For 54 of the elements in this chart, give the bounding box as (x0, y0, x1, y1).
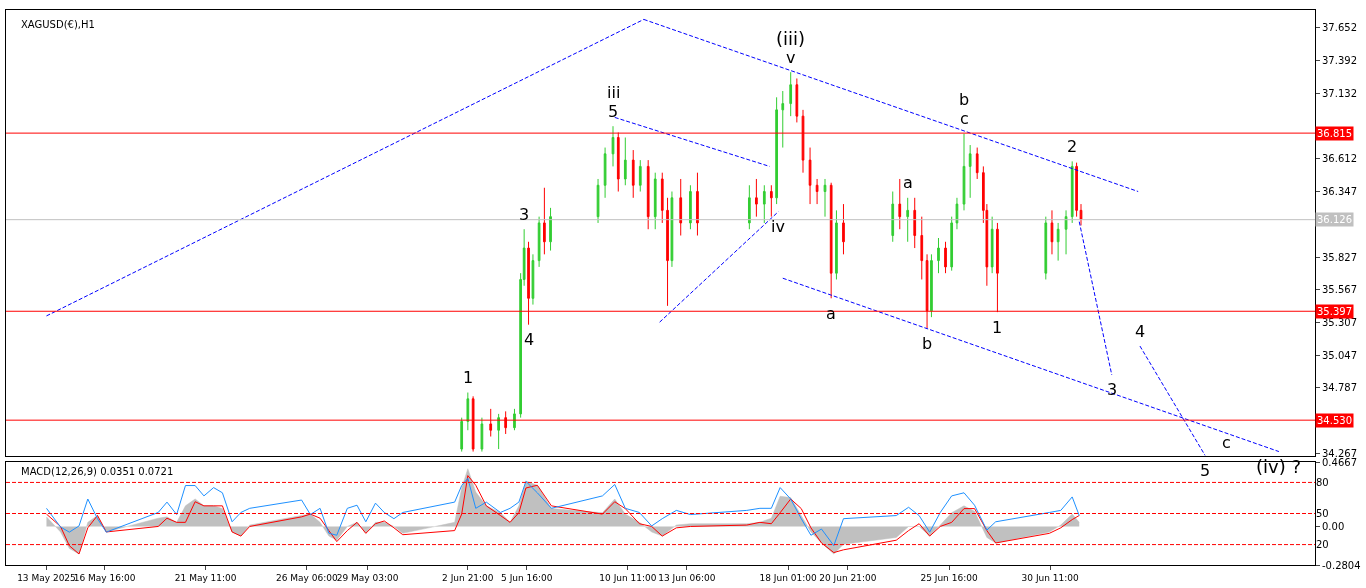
x-tick-label: 30 Jun 11:00 (1021, 572, 1080, 583)
annotation: iv (771, 217, 785, 236)
annotation: b (922, 334, 933, 353)
y-tick-label: 35.047 (1322, 349, 1357, 361)
annotation: 1 (992, 318, 1003, 337)
y-tick-label: 35.567 (1322, 284, 1357, 296)
y-tick-label: 0.00 (1322, 520, 1345, 532)
y-tick-label: 34.787 (1322, 382, 1357, 394)
annotation: 3 (519, 205, 530, 224)
x-tick-label: 10 Jun 11:00 (599, 572, 657, 583)
y-tick-label: 34.267 (1322, 447, 1357, 459)
x-tick-label: 5 Jun 16:00 (501, 572, 553, 583)
x-tick-label: 25 Jun 16:00 (920, 572, 978, 583)
ref-line-label: 35.397 (1317, 306, 1352, 317)
chart-title: MACD(12,26,9) 0.0351 0.0721 (21, 466, 174, 477)
annotation: b (959, 90, 970, 109)
annotation: 5 (1200, 461, 1211, 480)
annotation: 5 (608, 102, 619, 121)
annotation: 2 (1067, 137, 1078, 156)
x-tick-label: 18 Jun 01:00 (759, 572, 817, 583)
ref-line-label: 36.126 (1317, 214, 1352, 225)
y2-tick-label: 80 (1316, 476, 1329, 488)
x-tick-label: 20 Jun 21:00 (819, 572, 877, 583)
y-tick-label: 0.4667 (1322, 456, 1357, 468)
text: XAGUSD(€),H1 (21, 19, 95, 30)
annotation: iii (607, 83, 621, 102)
y-tick-label: 36.612 (1322, 153, 1357, 165)
ref-line-label: 34.530 (1317, 415, 1352, 426)
y-tick-label: 35.307 (1322, 317, 1357, 329)
x-tick-label: 21 May 11:00 (174, 572, 237, 583)
annotation: 3 (1107, 380, 1118, 399)
annotation: 1 (463, 368, 474, 387)
annotation: 4 (524, 330, 535, 349)
x-tick-label: 13 May 2025 (17, 572, 76, 583)
y2-tick-label: 50 (1316, 508, 1329, 520)
annotation: c (1222, 433, 1231, 452)
annotation: a (903, 173, 913, 192)
x-tick-label: 16 May 16:00 (73, 572, 136, 583)
annotation: (iii) (776, 28, 806, 49)
y-tick-label: 37.652 (1322, 22, 1357, 34)
ref-line-label: 36.815 (1317, 128, 1352, 139)
y-tick-label: 35.827 (1322, 251, 1357, 263)
x-tick-label: 29 May 03:00 (336, 572, 399, 583)
x-tick-label: 26 May 06:00 (276, 572, 338, 583)
x-tick-label: 13 Jun 06:00 (658, 572, 716, 583)
annotation: 4 (1135, 322, 1146, 341)
y-tick-label: 37.132 (1322, 87, 1357, 99)
y-tick-label: 37.392 (1322, 55, 1357, 67)
annotation: v (786, 48, 796, 67)
x-tick-label: 2 Jun 21:00 (442, 572, 494, 583)
y-tick-label: 36.347 (1322, 186, 1357, 198)
annotation: c (960, 109, 969, 128)
y2-tick-label: 20 (1316, 539, 1329, 551)
y-tick-label: -0.2804 (1322, 559, 1361, 571)
